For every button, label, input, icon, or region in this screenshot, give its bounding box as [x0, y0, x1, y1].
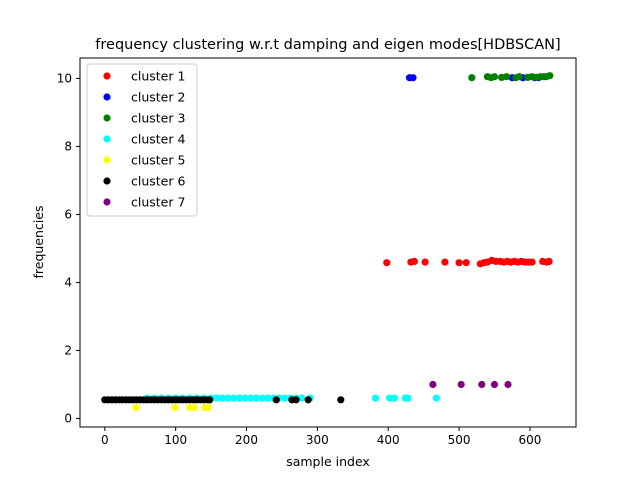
data-point-cluster-4: [252, 394, 260, 402]
data-point-cluster-4: [404, 394, 412, 402]
y-tick-label: 4: [64, 275, 72, 289]
data-point-cluster-5: [204, 404, 212, 412]
y-axis: 0 2 4 6 8 10: [57, 71, 80, 425]
data-point-cluster-5: [132, 404, 140, 412]
data-point-cluster-3: [503, 73, 511, 81]
data-point-cluster-1: [462, 259, 470, 267]
data-point-cluster-3: [515, 73, 523, 81]
data-point-cluster-1: [455, 259, 463, 267]
legend-label-cluster-1: cluster 1: [131, 69, 185, 84]
data-point-cluster-4: [224, 394, 232, 402]
legend-label-cluster-3: cluster 3: [131, 111, 185, 126]
data-point-cluster-5: [190, 404, 198, 412]
data-point-cluster-4: [258, 394, 266, 402]
y-tick-label: 8: [64, 139, 72, 153]
y-tick-label: 2: [64, 343, 72, 357]
data-point-cluster-3: [546, 72, 554, 80]
x-tick-label: 600: [518, 433, 541, 447]
chart-title: frequency clustering w.r.t damping and e…: [95, 37, 560, 53]
x-tick-label: 100: [164, 433, 187, 447]
data-point-cluster-7: [457, 380, 465, 389]
data-point-cluster-4: [247, 394, 255, 402]
legend-marker-cluster-5: [103, 156, 111, 164]
x-tick-label: 500: [448, 433, 471, 447]
data-point-cluster-4: [230, 394, 238, 402]
legend: cluster 1 cluster 2 cluster 3 cluster 4 clus…: [86, 63, 198, 217]
y-tick-label: 0: [64, 411, 72, 425]
data-point-cluster-2: [409, 74, 417, 82]
data-point-cluster-4: [281, 394, 289, 402]
data-point-cluster-4: [235, 394, 243, 402]
legend-marker-cluster-2: [103, 93, 111, 101]
data-point-cluster-3: [490, 73, 499, 81]
y-axis-label: frequencies: [31, 206, 46, 279]
data-point-cluster-7: [429, 380, 437, 389]
plot-area: [101, 72, 554, 412]
data-point-cluster-1: [528, 258, 536, 266]
data-point-cluster-4: [391, 394, 399, 402]
data-point-cluster-7: [504, 380, 512, 389]
data-point-cluster-4: [386, 394, 394, 402]
data-point-cluster-7: [478, 380, 486, 389]
legend-marker-cluster-7: [103, 198, 111, 206]
data-point-cluster-4: [371, 394, 380, 402]
y-tick-label: 6: [64, 207, 72, 221]
data-point-cluster-3: [468, 74, 476, 82]
legend-label-cluster-2: cluster 2: [131, 90, 185, 105]
x-axis-label: sample index: [286, 454, 370, 469]
data-point-cluster-1: [545, 257, 553, 265]
data-point-cluster-1: [410, 257, 418, 265]
legend-marker-cluster-6: [103, 177, 111, 185]
x-tick-label: 200: [235, 433, 258, 447]
legend-label-cluster-5: cluster 5: [131, 153, 185, 168]
legend-marker-cluster-3: [103, 114, 111, 122]
x-axis: 0 100 200 300 400 500 600: [101, 427, 541, 447]
data-point-cluster-1: [441, 258, 449, 266]
data-point-cluster-5: [171, 404, 179, 412]
data-point-cluster-6: [337, 396, 345, 404]
data-point-cluster-4: [218, 394, 226, 402]
legend-box: [86, 63, 198, 217]
x-tick-label: 300: [306, 433, 329, 447]
legend-marker-cluster-1: [103, 72, 111, 80]
data-point-cluster-4: [432, 394, 440, 402]
data-point-cluster-6: [292, 396, 300, 404]
data-point-cluster-6: [206, 396, 214, 404]
legend-label-cluster-4: cluster 4: [131, 132, 185, 147]
data-point-cluster-6: [272, 396, 280, 404]
data-point-cluster-4: [264, 394, 272, 402]
x-tick-label: 400: [377, 433, 400, 447]
y-tick-label: 10: [57, 71, 72, 85]
x-tick-label: 0: [101, 433, 109, 447]
legend-label-cluster-7: cluster 7: [131, 195, 185, 210]
data-point-cluster-6: [304, 396, 312, 404]
data-point-cluster-4: [213, 394, 221, 402]
data-point-cluster-4: [298, 394, 306, 402]
legend-marker-cluster-4: [103, 135, 111, 143]
legend-label-cluster-6: cluster 6: [131, 174, 185, 189]
plot-frame: [79, 57, 577, 428]
data-point-cluster-7: [490, 380, 499, 389]
data-point-cluster-4: [241, 394, 249, 402]
data-point-cluster-1: [383, 259, 391, 267]
data-point-cluster-1: [421, 258, 429, 266]
